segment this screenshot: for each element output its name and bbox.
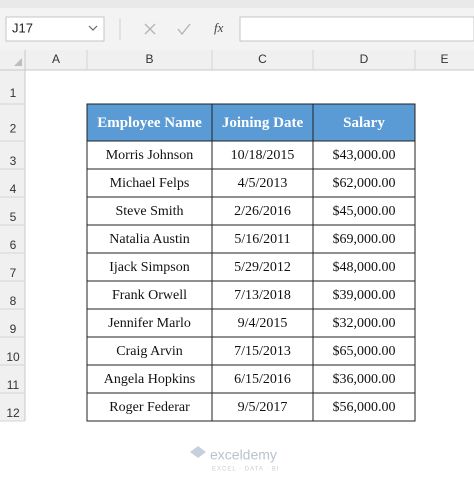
column-header[interactable]: E	[440, 52, 448, 66]
table-cell[interactable]	[86, 196, 213, 226]
watermark-tagline: EXCEL · DATA · BI	[212, 467, 280, 473]
table-cell-text: $69,000.00	[333, 232, 396, 247]
table-cell-text: Angela Hopkins	[104, 372, 195, 387]
table-cell-text: 9/5/2017	[238, 400, 288, 415]
watermark-logo	[190, 446, 206, 458]
row-header[interactable]: 5	[10, 210, 17, 224]
table-cell[interactable]	[211, 308, 314, 338]
table-header-text: Salary	[343, 115, 385, 131]
row-header-bar	[0, 70, 25, 421]
table-header-text: Employee Name	[97, 115, 202, 131]
row-header[interactable]: 8	[10, 294, 17, 308]
table-cell-text: 2/26/2016	[234, 204, 291, 219]
row-header[interactable]: 3	[10, 154, 17, 168]
table-cell[interactable]	[211, 140, 314, 170]
table-cell-text: 5/29/2012	[234, 260, 291, 275]
column-header[interactable]: C	[258, 52, 267, 66]
table-header-text: Joining Date	[222, 115, 304, 131]
table-cell-text: Jennifer Marlo	[108, 316, 191, 331]
table-cell[interactable]	[312, 280, 416, 310]
table-cell[interactable]	[211, 364, 314, 394]
table-cell[interactable]	[86, 336, 213, 366]
row-header[interactable]: 2	[10, 122, 17, 136]
table-cell-text: 4/5/2013	[238, 176, 288, 191]
table-cell-text: Morris Johnson	[106, 148, 194, 163]
column-header-bar	[0, 50, 474, 70]
table-cell-text: $43,000.00	[333, 148, 396, 163]
table-cell[interactable]	[211, 280, 314, 310]
table-cell[interactable]	[211, 336, 314, 366]
formula-bar[interactable]	[239, 16, 474, 42]
table-cell-text: Roger Federar	[109, 400, 190, 415]
table-cell-text: Michael Felps	[110, 176, 190, 191]
row-header[interactable]: 12	[6, 406, 20, 420]
row-header[interactable]: 9	[10, 322, 17, 336]
row-header[interactable]: 4	[10, 182, 17, 196]
table-cell[interactable]	[312, 392, 416, 422]
table-header-cell[interactable]	[211, 103, 314, 142]
table-cell-text: $32,000.00	[333, 316, 396, 331]
table-cell[interactable]	[86, 308, 213, 338]
row-header[interactable]: 7	[10, 266, 17, 280]
table-cell[interactable]	[86, 168, 213, 198]
table-cell-text: 5/16/2011	[234, 232, 290, 247]
table-cell-text: $36,000.00	[333, 372, 396, 387]
table-cell-text: Natalia Austin	[109, 232, 190, 247]
top-strip	[0, 0, 474, 8]
table-cell[interactable]	[86, 252, 213, 282]
table-cell[interactable]	[86, 364, 213, 394]
row-header[interactable]: 6	[10, 238, 17, 252]
table-cell-text: Ijack Simpson	[109, 260, 190, 275]
table-cell-text: Frank Orwell	[112, 288, 187, 303]
enter-icon[interactable]	[177, 23, 191, 36]
table-header-cell[interactable]	[312, 103, 416, 142]
column-header[interactable]: D	[360, 52, 369, 66]
row-header[interactable]: 11	[7, 378, 20, 392]
table-cell-text: Steve Smith	[115, 204, 183, 219]
table-cell-text: $65,000.00	[333, 344, 396, 359]
column-header[interactable]: B	[145, 52, 153, 66]
table-cell-text: 7/13/2018	[234, 288, 291, 303]
row-header[interactable]: 10	[6, 350, 20, 364]
row-header[interactable]: 1	[10, 86, 17, 100]
table-cell[interactable]	[312, 364, 416, 394]
table-cell-text: 7/15/2013	[234, 344, 291, 359]
table-cell-text: Craig Arvin	[116, 344, 183, 359]
table-cell-text: $45,000.00	[333, 204, 396, 219]
table-cell-text: $48,000.00	[333, 260, 396, 275]
table-cell[interactable]	[312, 308, 416, 338]
table-cell-text: 9/4/2015	[238, 316, 288, 331]
column-header[interactable]: A	[52, 52, 60, 66]
cancel-icon[interactable]	[144, 23, 156, 35]
table-cell-text: 6/15/2016	[234, 372, 291, 387]
table-cell[interactable]	[211, 196, 314, 226]
table-cell[interactable]	[312, 252, 416, 282]
name-box-dropdown[interactable]	[88, 25, 98, 31]
table-cell[interactable]	[211, 392, 314, 422]
name-box[interactable]	[5, 16, 105, 42]
table-header-cell[interactable]	[86, 103, 213, 142]
table-cell[interactable]	[312, 140, 416, 170]
insert-function-icon[interactable]: fx	[214, 20, 224, 35]
table-cell-text: $62,000.00	[333, 176, 396, 191]
table-cell-text: $56,000.00	[333, 400, 396, 415]
select-all[interactable]	[14, 58, 22, 66]
name-box-text: J17	[12, 20, 33, 35]
table-cell[interactable]	[86, 280, 213, 310]
table-cell-text: 10/18/2015	[231, 148, 295, 163]
watermark-brand: exceldemy	[210, 447, 277, 463]
table-cell-text: $39,000.00	[333, 288, 396, 303]
